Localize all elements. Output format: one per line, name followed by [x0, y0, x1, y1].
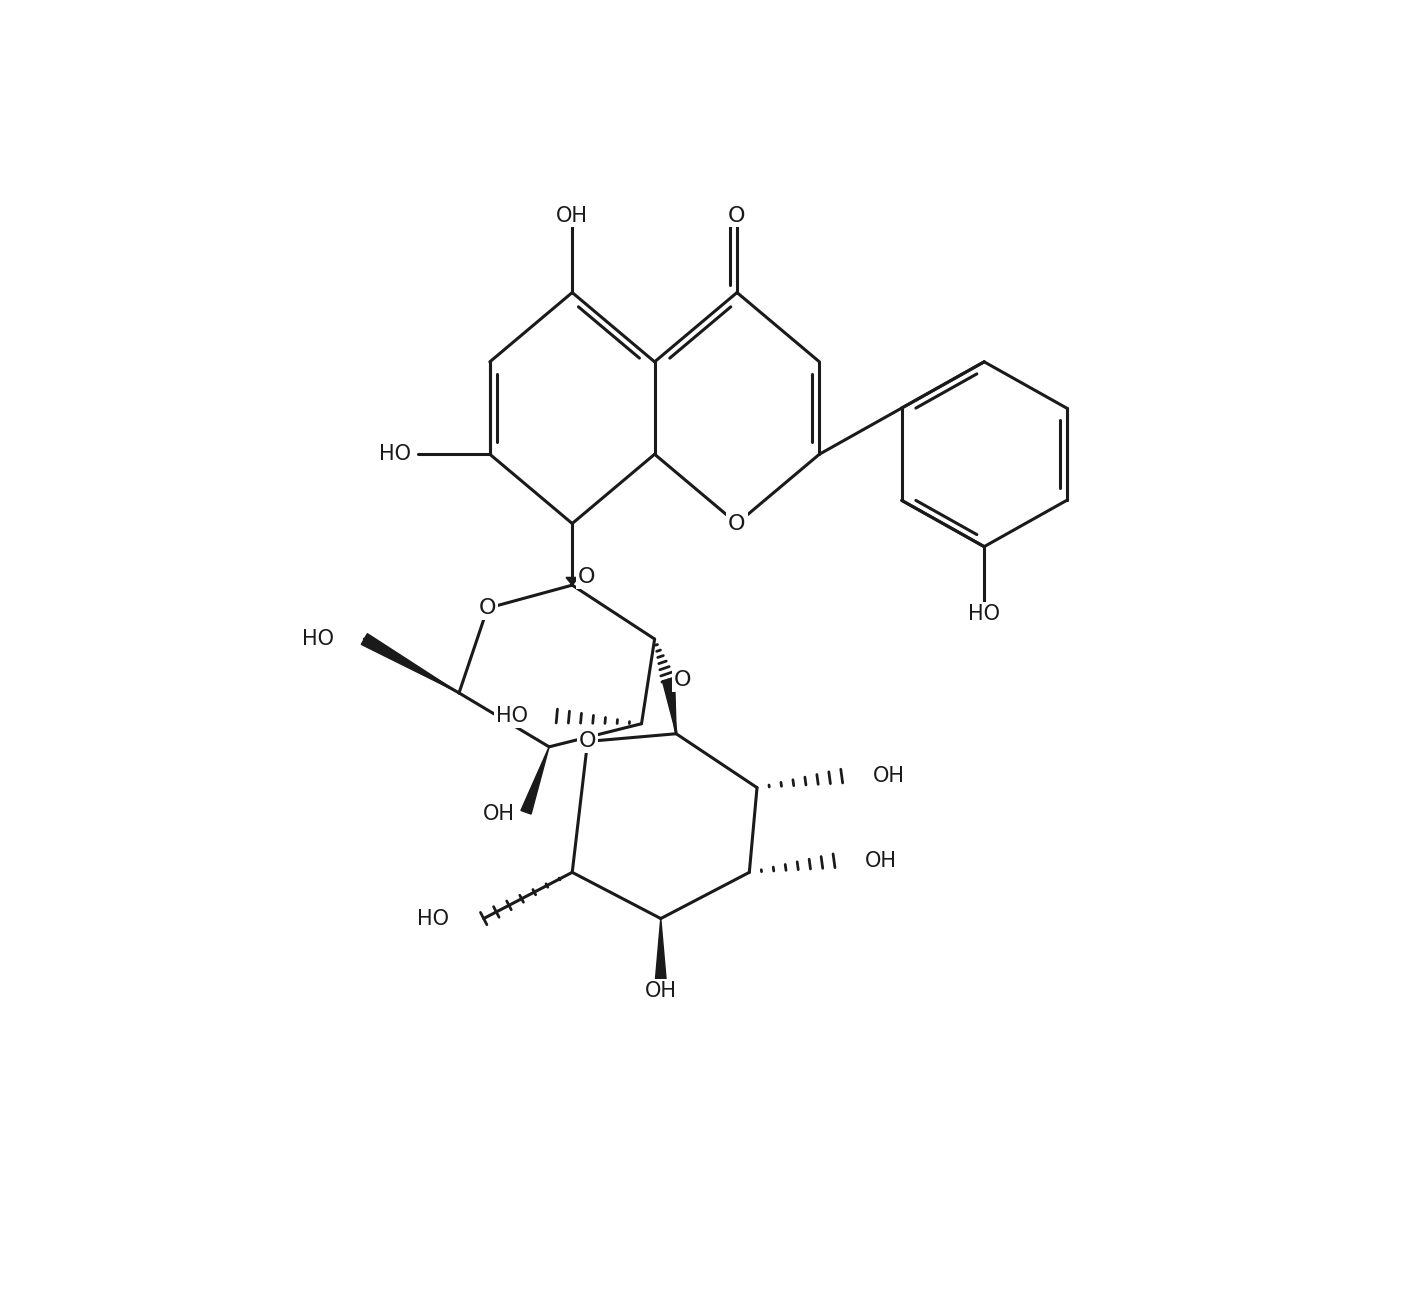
Text: OH: OH [865, 850, 897, 871]
Text: OH: OH [873, 766, 904, 786]
Polygon shape [662, 678, 676, 734]
Text: OH: OH [556, 206, 589, 225]
Text: OH: OH [645, 980, 677, 1001]
Text: O: O [479, 598, 496, 618]
Polygon shape [655, 918, 666, 980]
Polygon shape [362, 634, 459, 693]
Polygon shape [521, 747, 549, 814]
Text: HO: HO [496, 706, 528, 727]
Text: OH: OH [483, 803, 514, 824]
Text: HO: HO [301, 629, 334, 648]
Text: O: O [579, 732, 597, 751]
Text: HO: HO [379, 444, 411, 465]
Text: O: O [728, 206, 746, 225]
Text: O: O [728, 513, 746, 534]
Text: O: O [577, 568, 594, 587]
Text: HO: HO [969, 604, 1000, 624]
Text: HO: HO [417, 909, 449, 928]
Text: O: O [673, 669, 691, 690]
Polygon shape [566, 577, 579, 585]
